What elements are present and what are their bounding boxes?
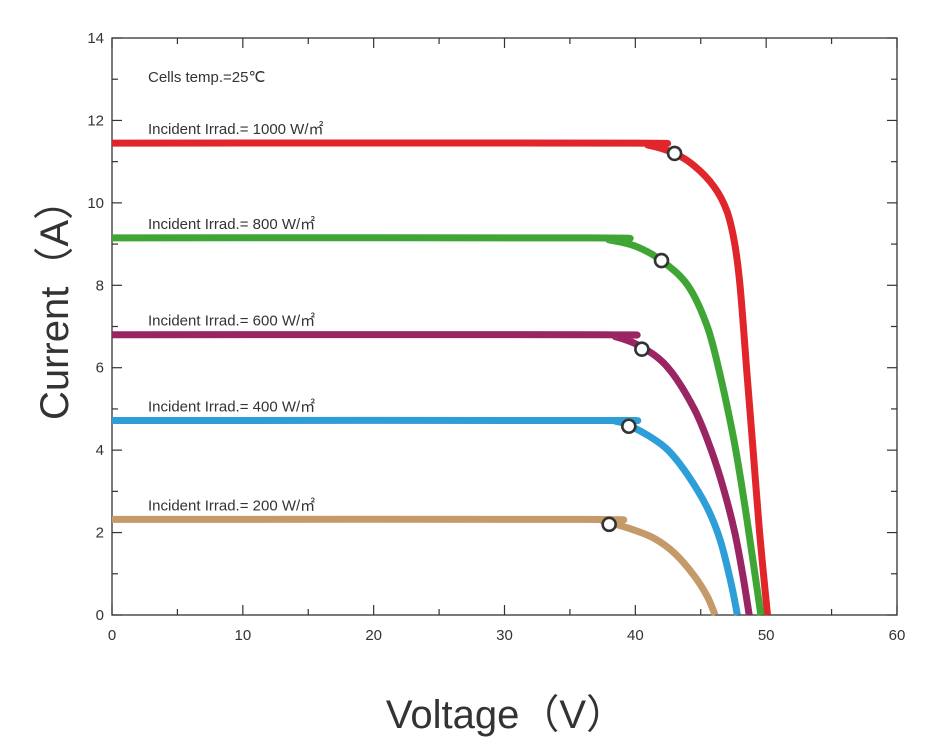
y-tick-label: 12 [87,112,104,129]
series-label: Incident Irrad.= 200 W/㎡ [148,497,315,514]
series-line [111,515,719,617]
mpp-marker [601,516,617,533]
x-tick-label: 20 [365,627,382,644]
y-tick-label: 2 [96,525,104,542]
x-tick-label: 30 [496,627,513,644]
series-curves [111,139,771,617]
cells-temp-annotation: Cells temp.=25℃ [148,69,265,86]
y-tick-label: 14 [87,30,104,47]
x-tick-label: 50 [758,627,775,644]
x-tick-label: 60 [889,627,906,644]
series-label: Incident Irrad.= 600 W/㎡ [148,313,315,330]
series-label: Incident Irrad.= 400 W/㎡ [148,398,315,415]
series-label: Incident Irrad.= 800 W/㎡ [148,216,315,233]
y-tick-label: 0 [96,607,104,624]
series-label: Incident Irrad.= 1000 W/㎡ [148,121,324,138]
series-labels: Incident Irrad.= 1000 W/㎡ Incident Irrad.… [148,121,324,514]
y-tick-label: 4 [96,442,104,459]
x-tick-label: 40 [627,627,644,644]
mpp-marker [666,145,683,162]
series-line [111,416,741,616]
axis-ticks: 0 10 20 30 40 50 60 0 2 4 6 8 10 12 14 [87,30,905,644]
y-tick-label: 8 [96,277,104,294]
y-tick-label: 6 [96,360,104,377]
series-line [111,234,765,616]
y-axis-title: Current（A） [33,180,77,420]
x-axis-title: Voltage（V） [386,693,626,737]
x-tick-label: 10 [234,627,251,644]
y-tick-label: 10 [87,195,104,212]
series-line [111,331,753,616]
mpp-marker [634,341,650,357]
series-line [111,139,771,616]
mpp-marker [653,252,670,269]
mpp-marker [620,418,637,435]
x-tick-label: 0 [108,627,116,644]
